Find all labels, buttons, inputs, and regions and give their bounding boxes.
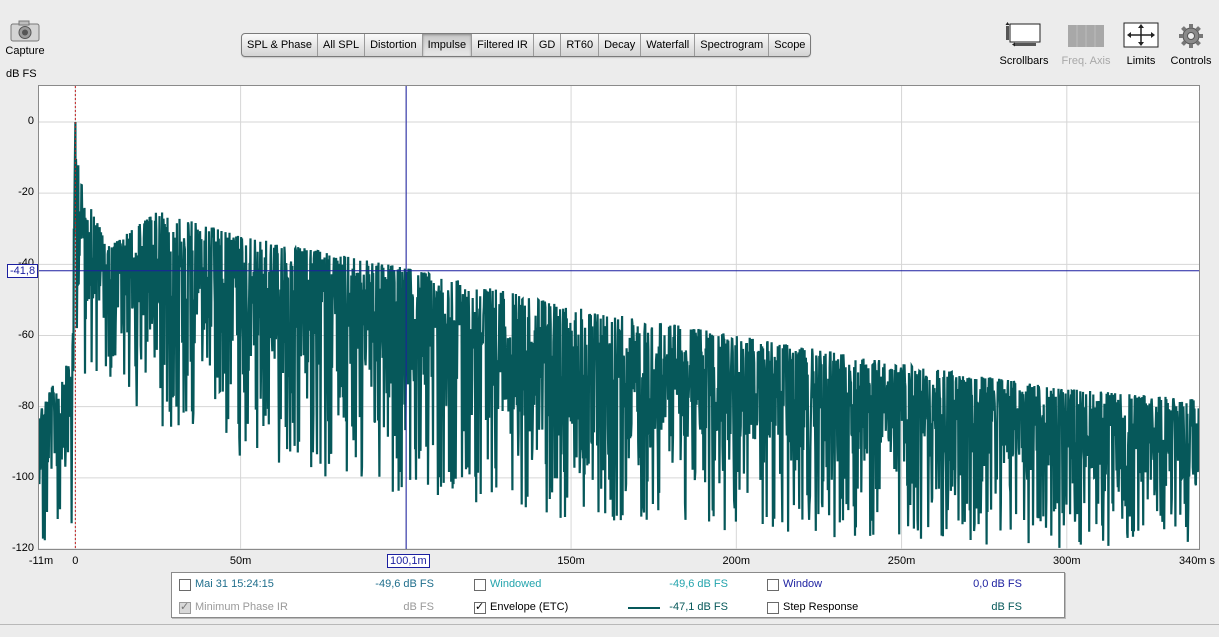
x-tick-label: 0	[72, 555, 79, 567]
legend-label[interactable]: Mai 31 15:24:15	[195, 578, 274, 590]
legend-label[interactable]: Windowed	[490, 578, 542, 590]
legend-value: -47,1 dB FS	[669, 601, 728, 613]
impulse-plot[interactable]	[38, 85, 1200, 550]
y-tick-label: -120	[11, 542, 34, 554]
legend-checkbox[interactable]	[179, 600, 191, 614]
legend-line-swatch	[628, 607, 660, 609]
y-tick-label: 0	[27, 115, 34, 127]
tab-impulse[interactable]: Impulse	[422, 34, 473, 56]
x-tick-label: 200m	[722, 555, 751, 567]
x-tick-label: -11m	[28, 555, 54, 567]
y-axis-unit: dB FS	[6, 68, 37, 80]
legend-label[interactable]: Minimum Phase IR	[195, 601, 288, 613]
legend-value: 0,0 dB FS	[973, 578, 1022, 590]
scrollbars-label: Scrollbars	[999, 55, 1049, 67]
legend-checkbox[interactable]	[179, 579, 191, 591]
tab-rt60[interactable]: RT60	[561, 34, 600, 56]
legend-value: dB FS	[403, 601, 434, 613]
tab-waterfall[interactable]: Waterfall	[641, 34, 696, 56]
legend-panel: Mai 31 15:24:15 -49,6 dB FS Windowed -49,6 …	[171, 572, 1065, 618]
cursor-x-readout: 100,1m	[387, 554, 430, 568]
legend-label[interactable]: Envelope (ETC)	[490, 601, 569, 613]
limits-icon	[1120, 20, 1162, 52]
freq-axis-icon	[1057, 20, 1115, 52]
envelope-etc-trace	[39, 121, 1199, 548]
tab-filtered-ir[interactable]: Filtered IR	[472, 34, 534, 56]
camera-icon	[10, 20, 40, 42]
freq-axis-label: Freq. Axis	[1061, 55, 1111, 67]
freq-axis-button[interactable]: Freq. Axis	[1057, 20, 1115, 67]
legend-label[interactable]: Step Response	[783, 601, 859, 613]
legend-checkbox[interactable]	[474, 600, 486, 614]
capture-label: Capture	[5, 45, 45, 57]
y-tick-label: -60	[18, 328, 34, 341]
status-bar	[0, 624, 1219, 637]
gear-icon	[1168, 20, 1214, 52]
tab-gd[interactable]: GD	[534, 34, 562, 56]
tab-spl-phase[interactable]: SPL & Phase	[242, 34, 319, 56]
scrollbars-icon	[998, 20, 1050, 52]
tab-spectrogram[interactable]: Spectrogram	[695, 34, 770, 56]
y-tick-label: -20	[18, 186, 34, 199]
legend-value: dB FS	[991, 601, 1022, 613]
tab-all-spl[interactable]: All SPL	[318, 34, 366, 56]
legend-checkbox[interactable]	[767, 602, 779, 614]
tab-distortion[interactable]: Distortion	[365, 34, 423, 56]
tab-decay[interactable]: Decay	[599, 34, 642, 56]
scrollbars-button[interactable]: Scrollbars	[998, 20, 1050, 67]
legend-value: -49,6 dB FS	[375, 578, 434, 590]
y-tick-label: -80	[18, 399, 34, 412]
legend-checkbox[interactable]	[767, 579, 779, 591]
x-tick-label: 250m	[887, 555, 916, 567]
limits-button[interactable]: Limits	[1120, 20, 1162, 67]
x-tick-label: 340m s	[1178, 555, 1216, 567]
capture-button[interactable]: Capture	[4, 20, 46, 57]
legend-label[interactable]: Window	[783, 578, 823, 590]
x-tick-label: 300m	[1053, 555, 1081, 567]
x-tick-label: 50m	[229, 555, 252, 567]
controls-button[interactable]: Controls	[1168, 20, 1214, 67]
y-tick-label: -100	[11, 470, 34, 483]
x-tick-label: 150m	[557, 555, 585, 567]
legend-checkbox[interactable]	[474, 579, 486, 591]
controls-label: Controls	[1170, 55, 1212, 67]
legend-value: -49,6 dB FS	[669, 578, 728, 590]
cursor-y-readout: -41,8	[7, 264, 39, 278]
impulse-chart-svg	[39, 86, 1199, 549]
tab-scope[interactable]: Scope	[774, 39, 806, 51]
limits-label: Limits	[1126, 55, 1156, 67]
graph-tab-bar: SPL & Phase All SPL Distortion Impulse Filte…	[241, 33, 812, 57]
